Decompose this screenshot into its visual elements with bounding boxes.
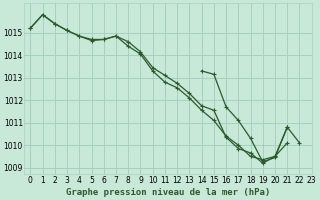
X-axis label: Graphe pression niveau de la mer (hPa): Graphe pression niveau de la mer (hPa) xyxy=(66,188,270,197)
